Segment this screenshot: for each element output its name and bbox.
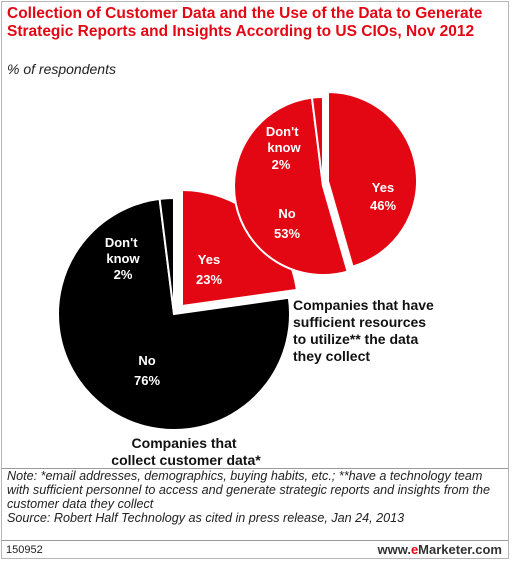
source-text: Source: Robert Half Technology as cited … (7, 511, 405, 525)
slice-don-t-know (310, 95, 324, 187)
left-yes-label: Yes (198, 252, 220, 267)
right-no-label: No (278, 206, 295, 221)
right-yes-label: Yes (372, 180, 394, 195)
right-dontknow-value: 2% (272, 157, 291, 172)
left-dontknow-value: 2% (114, 267, 133, 282)
brand-logo: www.eMarketer.com (377, 542, 502, 557)
left-yes-value: 23% (196, 272, 222, 287)
pie-customer-data (57, 188, 299, 431)
right-yes-value: 46% (370, 198, 396, 213)
slice-no (233, 96, 349, 276)
notes-divider (2, 468, 508, 469)
chart-subtitle: % of respondents (7, 61, 116, 77)
chart-notes: Note: *email addresses, demographics, bu… (7, 469, 507, 525)
slice-no (57, 197, 291, 431)
slice-yes (327, 90, 419, 268)
chart-id: 150952 (6, 544, 43, 556)
left-no-label: No (138, 353, 155, 368)
chart-footer: 150952 www.eMarketer.com (2, 540, 508, 560)
chart-title: Collection of Customer Data and the Use … (7, 5, 483, 40)
pie-charts: Don't know 2% Yes 23% No 76% Don't know … (57, 90, 438, 468)
note-text: Note: *email addresses, demographics, bu… (7, 469, 491, 511)
left-no-value: 76% (134, 373, 160, 388)
slice-don-t-know (158, 196, 175, 315)
left-dontknow-label: Don't know (105, 235, 141, 266)
pie-sufficient-resources (233, 90, 419, 276)
right-no-value: 53% (274, 226, 300, 241)
right-dontknow-label: Don't know (266, 124, 302, 155)
right-pie-caption: Companies that have sufficient resources… (293, 297, 438, 364)
left-pie-caption: Companies that collect customer data* (111, 435, 261, 468)
